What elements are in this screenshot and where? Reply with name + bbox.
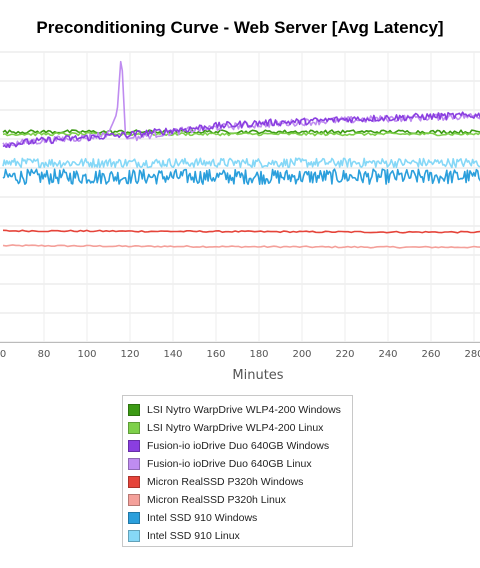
- series-line-4: [2, 229, 480, 234]
- legend-swatch: [128, 440, 140, 452]
- x-tick-label: 100: [77, 349, 96, 360]
- legend-label: Fusion-io ioDrive Duo 640GB Windows: [147, 440, 330, 452]
- x-tick-label: 180: [249, 349, 268, 360]
- legend-label: Intel SSD 910 Windows: [147, 512, 258, 524]
- series-line-1: [2, 131, 480, 137]
- legend-item: Intel SSD 910 Windows: [123, 509, 352, 527]
- series-line-7: [2, 157, 480, 169]
- legend-item: Fusion-io ioDrive Duo 640GB Windows: [123, 437, 352, 455]
- legend-swatch: [128, 512, 140, 524]
- legend-label: LSI Nytro WarpDrive WLP4-200 Linux: [147, 422, 324, 434]
- chart-legend: LSI Nytro WarpDrive WLP4-200 Windows LSI …: [122, 395, 353, 547]
- x-tick-label: 80: [38, 349, 51, 360]
- x-tick-label: 120: [120, 349, 139, 360]
- x-tick-label: 220: [335, 349, 354, 360]
- x-tick-label: 200: [292, 349, 311, 360]
- legend-item: Micron RealSSD P320h Linux: [123, 491, 352, 509]
- legend-item: LSI Nytro WarpDrive WLP4-200 Windows: [123, 401, 352, 419]
- legend-label: Intel SSD 910 Linux: [147, 530, 240, 542]
- legend-item: Micron RealSSD P320h Windows: [123, 473, 352, 491]
- legend-swatch: [128, 476, 140, 488]
- x-tick-label: 280: [464, 349, 480, 360]
- legend-label: Micron RealSSD P320h Linux: [147, 494, 286, 506]
- legend-item: LSI Nytro WarpDrive WLP4-200 Linux: [123, 419, 352, 437]
- series-line-0: [2, 129, 480, 135]
- x-tick-label: 0: [0, 349, 6, 360]
- x-axis-label: Minutes: [232, 368, 284, 383]
- legend-label: Micron RealSSD P320h Windows: [147, 476, 304, 488]
- series-line-5: [2, 244, 480, 249]
- chart-title: Preconditioning Curve - Web Server [Avg …: [36, 18, 444, 37]
- x-tick-label: 240: [378, 349, 397, 360]
- chart-plot: 0 80 100 120 140 160 180 200 220 240 260 280: [0, 51, 480, 360]
- x-tick-label: 260: [421, 349, 440, 360]
- legend-swatch: [128, 422, 140, 434]
- series-line-6: [2, 168, 480, 185]
- legend-label: LSI Nytro WarpDrive WLP4-200 Windows: [147, 404, 341, 416]
- legend-swatch: [128, 404, 140, 416]
- x-tick-label: 140: [163, 349, 182, 360]
- series-line-2: [2, 111, 480, 149]
- x-tick-label: 160: [206, 349, 225, 360]
- legend-swatch: [128, 530, 140, 542]
- legend-item: Fusion-io ioDrive Duo 640GB Linux: [123, 455, 352, 473]
- legend-label: Fusion-io ioDrive Duo 640GB Linux: [147, 458, 312, 470]
- legend-item: Intel SSD 910 Linux: [123, 527, 352, 545]
- legend-swatch: [128, 494, 140, 506]
- legend-swatch: [128, 458, 140, 470]
